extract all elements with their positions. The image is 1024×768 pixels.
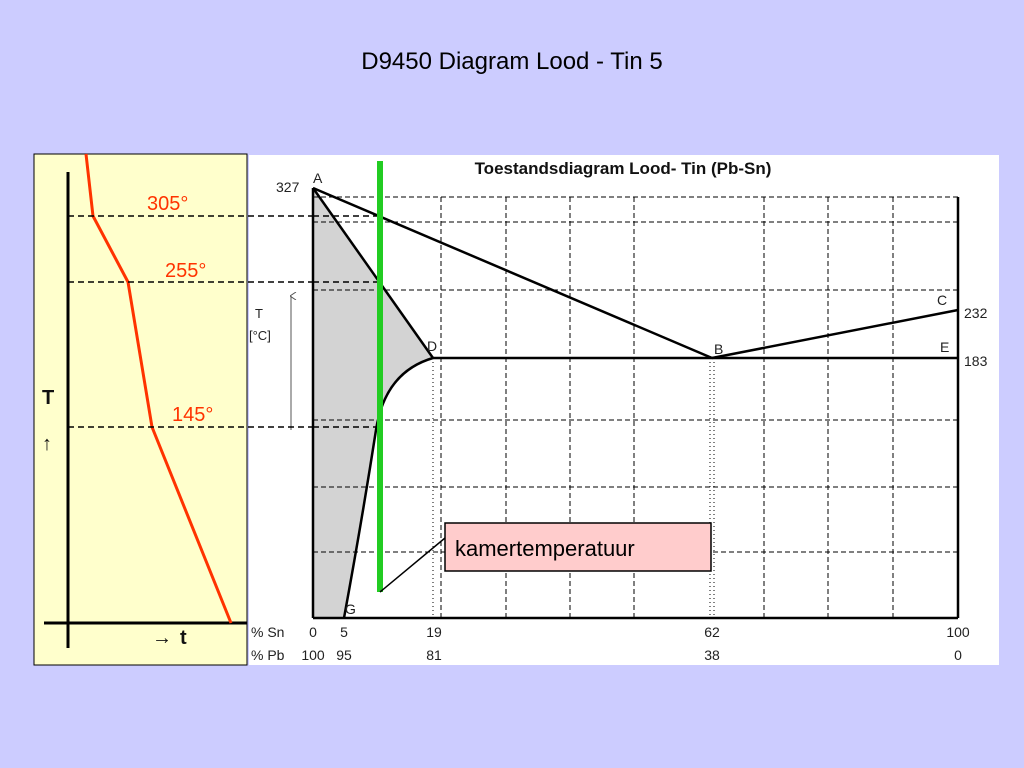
marker-label-255: 255° [165, 260, 206, 282]
y-axis-label-unit: [°C] [249, 328, 271, 343]
temp-label-327: 327 [276, 179, 300, 195]
room-temperature-callout: kamertemperatuur [379, 522, 712, 593]
pb-value: 0 [954, 647, 962, 663]
point-B: B [714, 341, 723, 357]
pb-value: 95 [336, 647, 352, 663]
callout-pointer [379, 537, 446, 593]
grid-vertical [440, 197, 894, 618]
y-axis-label-T: T [255, 306, 263, 321]
right-arrow-icon: → [152, 627, 172, 649]
cooling-curve-panel: T ↑ → t 305° 255° 145° [33, 153, 248, 666]
pb-value: 81 [426, 647, 442, 663]
grid-horizontal [313, 196, 958, 553]
two-phase-region [313, 188, 433, 618]
composition-guides [432, 358, 715, 618]
sn-value: 62 [704, 624, 720, 640]
phase-diagram-title: Toestandsdiagram Lood- Tin (Pb-Sn) [475, 159, 772, 178]
point-E: E [940, 339, 949, 355]
marker-label-145: 145° [172, 404, 213, 426]
sn-value: 19 [426, 624, 442, 640]
marker-label-305: 305° [147, 193, 188, 215]
axis-y-label: T [42, 387, 54, 409]
pb-value: 38 [704, 647, 720, 663]
temp-label-232: 232 [964, 305, 988, 321]
sn-row-label: % Sn [251, 624, 284, 640]
pb-row-label: % Pb [251, 647, 285, 663]
callout-text: kamertemperatuur [455, 536, 635, 561]
slide-title: D9450 Diagram Lood - Tin 5 [361, 48, 663, 75]
solvus-DG [342, 356, 434, 619]
sn-value: 0 [309, 624, 317, 640]
temperature-connectors [68, 215, 380, 428]
point-D: D [427, 338, 437, 354]
pb-value: 100 [301, 647, 325, 663]
point-C: C [937, 292, 947, 308]
point-A: A [313, 170, 323, 186]
up-arrow-icon: ↑ [42, 433, 52, 455]
sn-value: 100 [946, 624, 970, 640]
liquidus-BC [711, 308, 959, 360]
temp-label-183: 183 [964, 353, 988, 369]
sn-value: 5 [340, 624, 348, 640]
phase-diagram-panel: 327 232 183 A B C D E G T [°C] % Sn % Pb… [249, 155, 999, 665]
axis-x-label: t [180, 627, 187, 649]
point-G: G [345, 601, 356, 617]
